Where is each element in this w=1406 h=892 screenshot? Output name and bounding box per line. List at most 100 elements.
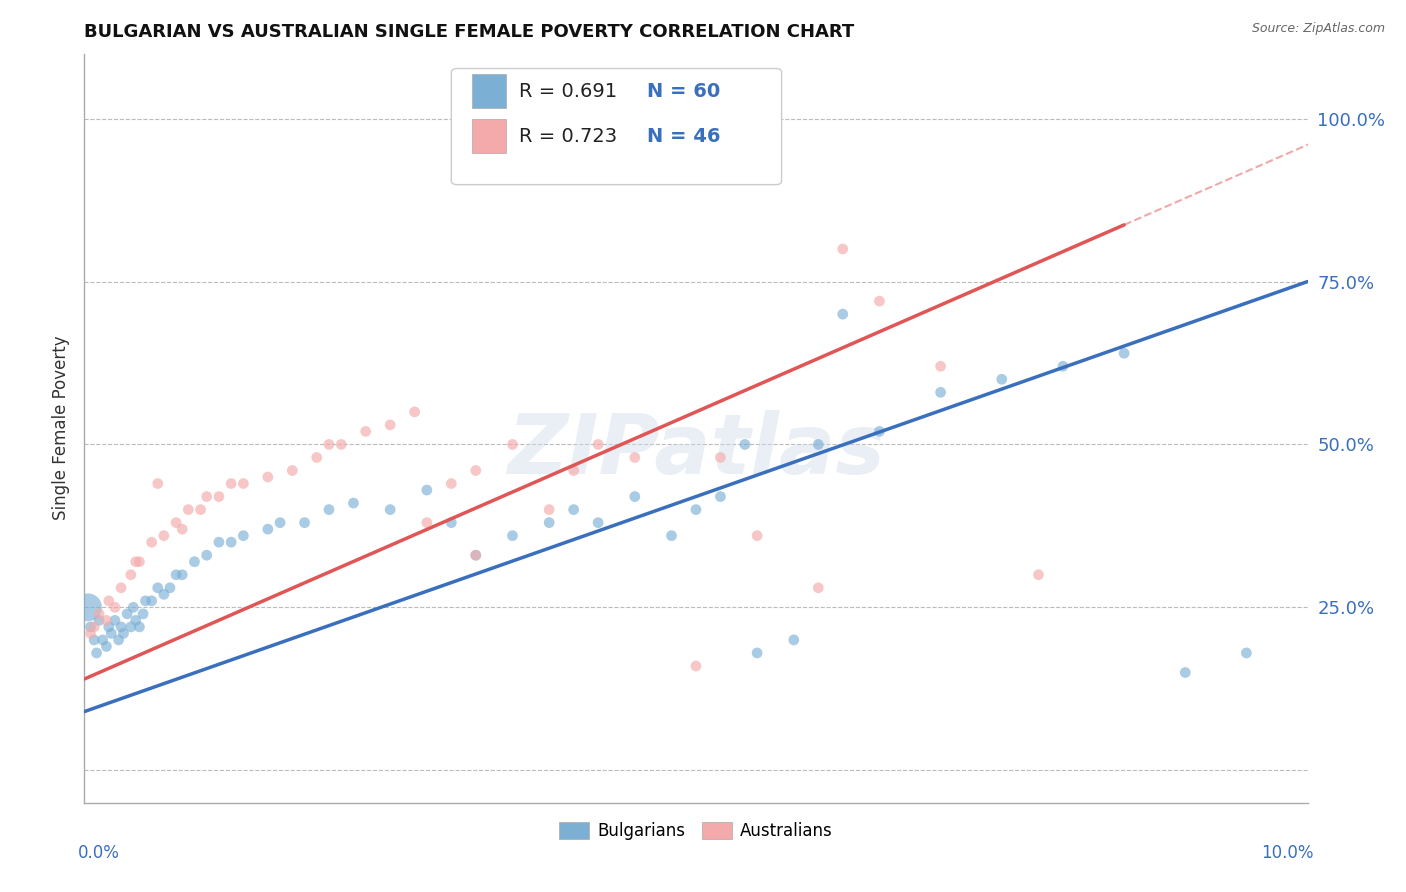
Point: [79, 626, 101, 640]
Point: [141, 535, 163, 549]
Point: [79, 620, 101, 634]
Point: [586, 437, 609, 451]
Point: [624, 490, 647, 504]
Point: [991, 372, 1014, 386]
Text: 0.0%: 0.0%: [79, 844, 120, 862]
Point: [538, 502, 561, 516]
Point: [83, 632, 105, 647]
Text: R = 0.691: R = 0.691: [519, 82, 617, 101]
Point: [87, 613, 110, 627]
Point: [104, 600, 127, 615]
Point: [831, 307, 853, 321]
Point: [183, 555, 205, 569]
Point: [96, 640, 118, 654]
Point: [869, 425, 891, 439]
Point: [146, 581, 169, 595]
Point: [100, 626, 122, 640]
Point: [122, 600, 145, 615]
Point: [132, 607, 155, 621]
Point: [342, 496, 364, 510]
Point: [734, 437, 756, 451]
Point: [159, 581, 181, 595]
Point: [747, 529, 769, 543]
Point: [96, 613, 118, 627]
Point: [783, 632, 806, 647]
Point: [1028, 567, 1050, 582]
Point: [416, 516, 439, 530]
Point: [208, 490, 231, 504]
Point: [538, 516, 561, 530]
Point: [120, 620, 142, 634]
Point: [281, 463, 304, 477]
Point: [125, 555, 148, 569]
FancyBboxPatch shape: [472, 75, 506, 108]
Point: [269, 516, 291, 530]
Point: [1236, 646, 1258, 660]
Point: [153, 587, 176, 601]
Point: [104, 613, 127, 627]
Point: [257, 470, 280, 484]
Point: [807, 581, 830, 595]
Point: [709, 450, 731, 465]
Point: [177, 502, 200, 516]
Point: [110, 620, 132, 634]
Point: [195, 548, 218, 562]
Point: [135, 594, 157, 608]
FancyBboxPatch shape: [451, 69, 782, 185]
Point: [440, 476, 463, 491]
Point: [87, 607, 110, 621]
Point: [294, 516, 316, 530]
Point: [624, 450, 647, 465]
Point: [869, 294, 891, 309]
Point: [685, 502, 707, 516]
Point: [125, 613, 148, 627]
Point: [208, 535, 231, 549]
Text: 10.0%: 10.0%: [1261, 844, 1313, 862]
Point: [661, 529, 683, 543]
Point: [1174, 665, 1197, 680]
Point: [115, 607, 138, 621]
Text: N = 60: N = 60: [647, 82, 720, 101]
Point: [86, 646, 108, 660]
Point: [232, 476, 254, 491]
Point: [354, 425, 377, 439]
Point: [190, 502, 212, 516]
Point: [929, 385, 952, 400]
Point: [165, 567, 187, 582]
Point: [120, 567, 142, 582]
Point: [128, 555, 150, 569]
Point: [404, 405, 426, 419]
Point: [195, 490, 218, 504]
Point: [318, 437, 340, 451]
Point: [929, 359, 952, 374]
Point: [380, 502, 402, 516]
Point: [172, 522, 194, 536]
Text: ZIPatlas: ZIPatlas: [508, 410, 884, 491]
Point: [153, 529, 176, 543]
Point: [219, 476, 242, 491]
Point: [146, 476, 169, 491]
Point: [416, 483, 439, 497]
Legend: Bulgarians, Australians: Bulgarians, Australians: [553, 815, 839, 847]
Point: [172, 567, 194, 582]
Y-axis label: Single Female Poverty: Single Female Poverty: [52, 336, 70, 520]
Point: [305, 450, 328, 465]
Point: [97, 620, 120, 634]
Point: [219, 535, 242, 549]
Text: BULGARIAN VS AUSTRALIAN SINGLE FEMALE POVERTY CORRELATION CHART: BULGARIAN VS AUSTRALIAN SINGLE FEMALE PO…: [84, 23, 855, 41]
Point: [831, 242, 853, 256]
Point: [318, 502, 340, 516]
Point: [91, 632, 114, 647]
Point: [97, 594, 120, 608]
Point: [1114, 346, 1136, 360]
Point: [440, 516, 463, 530]
Point: [232, 529, 254, 543]
Point: [165, 516, 187, 530]
Point: [807, 437, 830, 451]
Point: [1052, 359, 1074, 374]
Point: [562, 502, 585, 516]
Text: N = 46: N = 46: [647, 127, 720, 145]
Point: [380, 417, 402, 432]
Point: [709, 490, 731, 504]
Point: [502, 529, 524, 543]
